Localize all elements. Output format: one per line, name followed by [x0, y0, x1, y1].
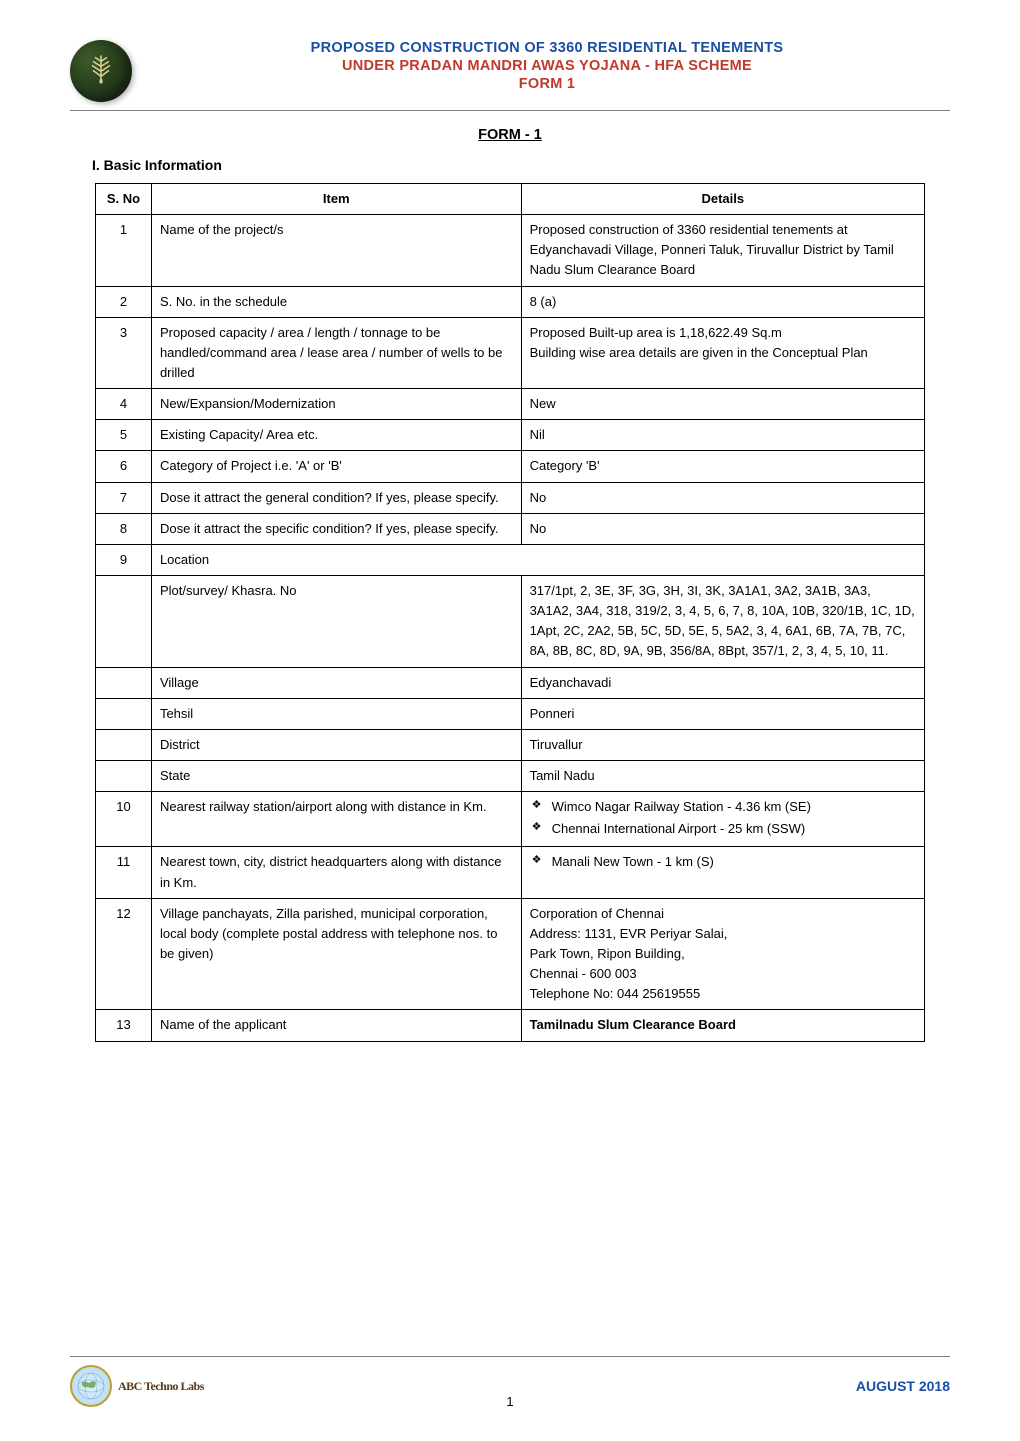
cell-details: No [521, 513, 924, 544]
globe-icon [70, 1365, 112, 1407]
cell-item: Existing Capacity/ Area etc. [151, 420, 521, 451]
cell-details: Wimco Nagar Railway Station - 4.36 km (S… [521, 792, 924, 847]
basic-info-table: S. No Item Details 1Name of the project/… [95, 183, 925, 1042]
form-heading: FORM - 1 [70, 127, 950, 143]
cell-item: Proposed capacity / area / length / tonn… [151, 317, 521, 388]
cell-sno: 10 [96, 792, 152, 847]
cell-details: Category 'B' [521, 451, 924, 482]
list-item: Wimco Nagar Railway Station - 4.36 km (S… [530, 797, 916, 817]
table-row: 11Nearest town, city, district headquart… [96, 847, 925, 898]
table-header-row: S. No Item Details [96, 184, 925, 215]
cell-item: State [151, 760, 521, 791]
tree-icon [88, 53, 114, 85]
cell-details: Proposed Built-up area is 1,18,622.49 Sq… [521, 317, 924, 388]
cell-item: Category of Project i.e. 'A' or 'B' [151, 451, 521, 482]
table-row: 6Category of Project i.e. 'A' or 'B'Cate… [96, 451, 925, 482]
cell-sno: 12 [96, 898, 152, 1010]
table-row-location: StateTamil Nadu [96, 760, 925, 791]
table-row: 2S. No. in the schedule8 (a) [96, 286, 925, 317]
footer-logo-text: ABC Techno Labs [118, 1379, 204, 1394]
cell-details: Manali New Town - 1 km (S) [521, 847, 924, 898]
table-row: 10Nearest railway station/airport along … [96, 792, 925, 847]
cell-sno: 7 [96, 482, 152, 513]
cell-location-header: Location [151, 544, 924, 575]
cell-item: Plot/survey/ Khasra. No [151, 575, 521, 667]
cell-details: New [521, 389, 924, 420]
cell-details: Proposed construction of 3360 residentia… [521, 215, 924, 286]
header-divider [70, 110, 950, 111]
table-row-location: DistrictTiruvallur [96, 729, 925, 760]
table-row: 1Name of the project/sProposed construct… [96, 215, 925, 286]
cell-item: Dose it attract the general condition? I… [151, 482, 521, 513]
cell-item: Name of the applicant [151, 1010, 521, 1041]
cell-sno-blank [96, 667, 152, 698]
section-heading: I. Basic Information [92, 157, 950, 173]
cell-sno: 2 [96, 286, 152, 317]
cell-sno-blank [96, 760, 152, 791]
cell-item: New/Expansion/Modernization [151, 389, 521, 420]
table-row-location-header: 9Location [96, 544, 925, 575]
table-row: 13Name of the applicantTamilnadu Slum Cl… [96, 1010, 925, 1041]
cell-sno: 5 [96, 420, 152, 451]
cell-details: Edyanchavadi [521, 667, 924, 698]
cell-details: Corporation of ChennaiAddress: 1131, EVR… [521, 898, 924, 1010]
cell-sno-blank [96, 729, 152, 760]
cell-details: 8 (a) [521, 286, 924, 317]
cell-sno: 13 [96, 1010, 152, 1041]
list-item: Chennai International Airport - 25 km (S… [530, 819, 916, 839]
cell-details: Tiruvallur [521, 729, 924, 760]
cell-sno: 4 [96, 389, 152, 420]
cell-sno: 3 [96, 317, 152, 388]
page-number: 1 [506, 1394, 513, 1409]
cell-details: Ponneri [521, 698, 924, 729]
cell-details: Nil [521, 420, 924, 451]
header-title-line1: PROPOSED CONSTRUCTION OF 3360 RESIDENTIA… [144, 40, 950, 56]
header-title-block: PROPOSED CONSTRUCTION OF 3360 RESIDENTIA… [144, 40, 950, 92]
table-row-location: Plot/survey/ Khasra. No317/1pt, 2, 3E, 3… [96, 575, 925, 667]
table-row: 12Village panchayats, Zilla parished, mu… [96, 898, 925, 1010]
cell-sno: 1 [96, 215, 152, 286]
cell-item: Nearest railway station/airport along wi… [151, 792, 521, 847]
table-row: 3Proposed capacity / area / length / ton… [96, 317, 925, 388]
cell-details: 317/1pt, 2, 3E, 3F, 3G, 3H, 3I, 3K, 3A1A… [521, 575, 924, 667]
cell-sno: 6 [96, 451, 152, 482]
table-row-location: TehsilPonneri [96, 698, 925, 729]
cell-item: Name of the project/s [151, 215, 521, 286]
table-row: 7Dose it attract the general condition? … [96, 482, 925, 513]
cell-item: District [151, 729, 521, 760]
footer-divider [70, 1356, 950, 1357]
cell-sno-blank [96, 575, 152, 667]
cell-details: Tamil Nadu [521, 760, 924, 791]
bullet-list: Wimco Nagar Railway Station - 4.36 km (S… [530, 797, 916, 839]
footer-date: AUGUST 2018 [856, 1378, 950, 1394]
header-logo [70, 40, 132, 102]
cell-sno: 8 [96, 513, 152, 544]
cell-item: Village [151, 667, 521, 698]
cell-sno: 9 [96, 544, 152, 575]
document-header: PROPOSED CONSTRUCTION OF 3360 RESIDENTIA… [70, 40, 950, 102]
cell-sno-blank [96, 698, 152, 729]
cell-item: Dose it attract the specific condition? … [151, 513, 521, 544]
header-title-line2: UNDER PRADAN MANDRI AWAS YOJANA - HFA SC… [144, 58, 950, 74]
cell-details: No [521, 482, 924, 513]
cell-item: S. No. in the schedule [151, 286, 521, 317]
footer-logo: ABC Techno Labs [70, 1365, 204, 1407]
cell-item: Tehsil [151, 698, 521, 729]
col-header-sno: S. No [96, 184, 152, 215]
list-item: Manali New Town - 1 km (S) [530, 852, 916, 872]
table-row-location: VillageEdyanchavadi [96, 667, 925, 698]
cell-details: Tamilnadu Slum Clearance Board [521, 1010, 924, 1041]
cell-sno: 11 [96, 847, 152, 898]
cell-item: Nearest town, city, district headquarter… [151, 847, 521, 898]
table-row: 4New/Expansion/ModernizationNew [96, 389, 925, 420]
table-row: 5Existing Capacity/ Area etc.Nil [96, 420, 925, 451]
col-header-details: Details [521, 184, 924, 215]
header-title-line3: FORM 1 [144, 76, 950, 92]
cell-item: Village panchayats, Zilla parished, muni… [151, 898, 521, 1010]
bullet-list: Manali New Town - 1 km (S) [530, 852, 916, 872]
table-row: 8Dose it attract the specific condition?… [96, 513, 925, 544]
col-header-item: Item [151, 184, 521, 215]
